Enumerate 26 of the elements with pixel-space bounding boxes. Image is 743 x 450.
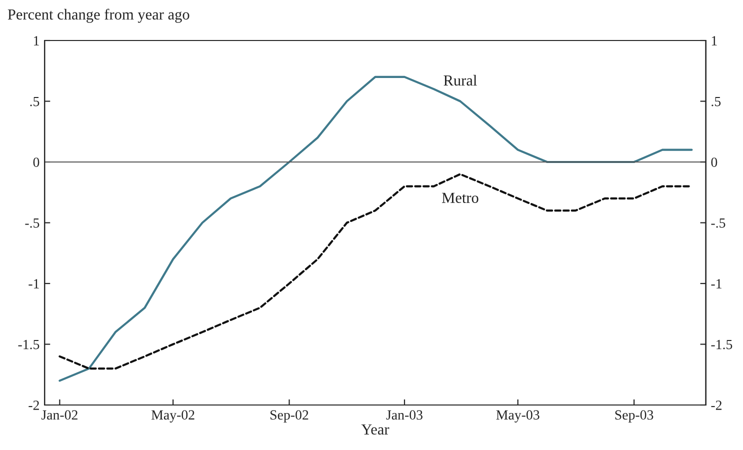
y2-tick-label: -2 bbox=[711, 400, 722, 410]
y2-tick-label: -.5 bbox=[711, 218, 726, 228]
y2-tick-label: -1 bbox=[711, 279, 722, 288]
x-axis-title: Year bbox=[361, 424, 390, 435]
y2-tick-label: 1 bbox=[712, 36, 717, 46]
y-tick-label: 0 bbox=[33, 158, 40, 167]
y-tick-label: 1 bbox=[34, 36, 39, 46]
series-label: Metro bbox=[442, 192, 478, 203]
x-tick-label: May-03 bbox=[496, 410, 540, 422]
y-tick-label: -1 bbox=[28, 279, 39, 288]
y2-tick-label: 0 bbox=[711, 158, 718, 167]
y2-tick-label: .5 bbox=[712, 96, 721, 106]
line-series bbox=[58, 173, 693, 370]
x-tick-label: Jan-02 bbox=[41, 410, 78, 420]
x-tick-label: Jan-03 bbox=[386, 410, 422, 420]
y-tick-label: -1.5 bbox=[18, 340, 40, 350]
y-axis-title: Percent change from year ago bbox=[8, 8, 190, 23]
y-tick-label: -.5 bbox=[25, 218, 40, 228]
y2-tick-label: -1.5 bbox=[711, 340, 732, 350]
y-tick-label: -2 bbox=[28, 400, 39, 410]
x-tick-label: Sep-03 bbox=[615, 410, 654, 422]
line-series bbox=[58, 76, 693, 382]
x-tick-label: May-02 bbox=[151, 410, 194, 422]
x-tick-label: Sep-02 bbox=[270, 410, 308, 422]
y-tick-label: .5 bbox=[30, 96, 40, 106]
series-label: Rural bbox=[444, 74, 477, 86]
